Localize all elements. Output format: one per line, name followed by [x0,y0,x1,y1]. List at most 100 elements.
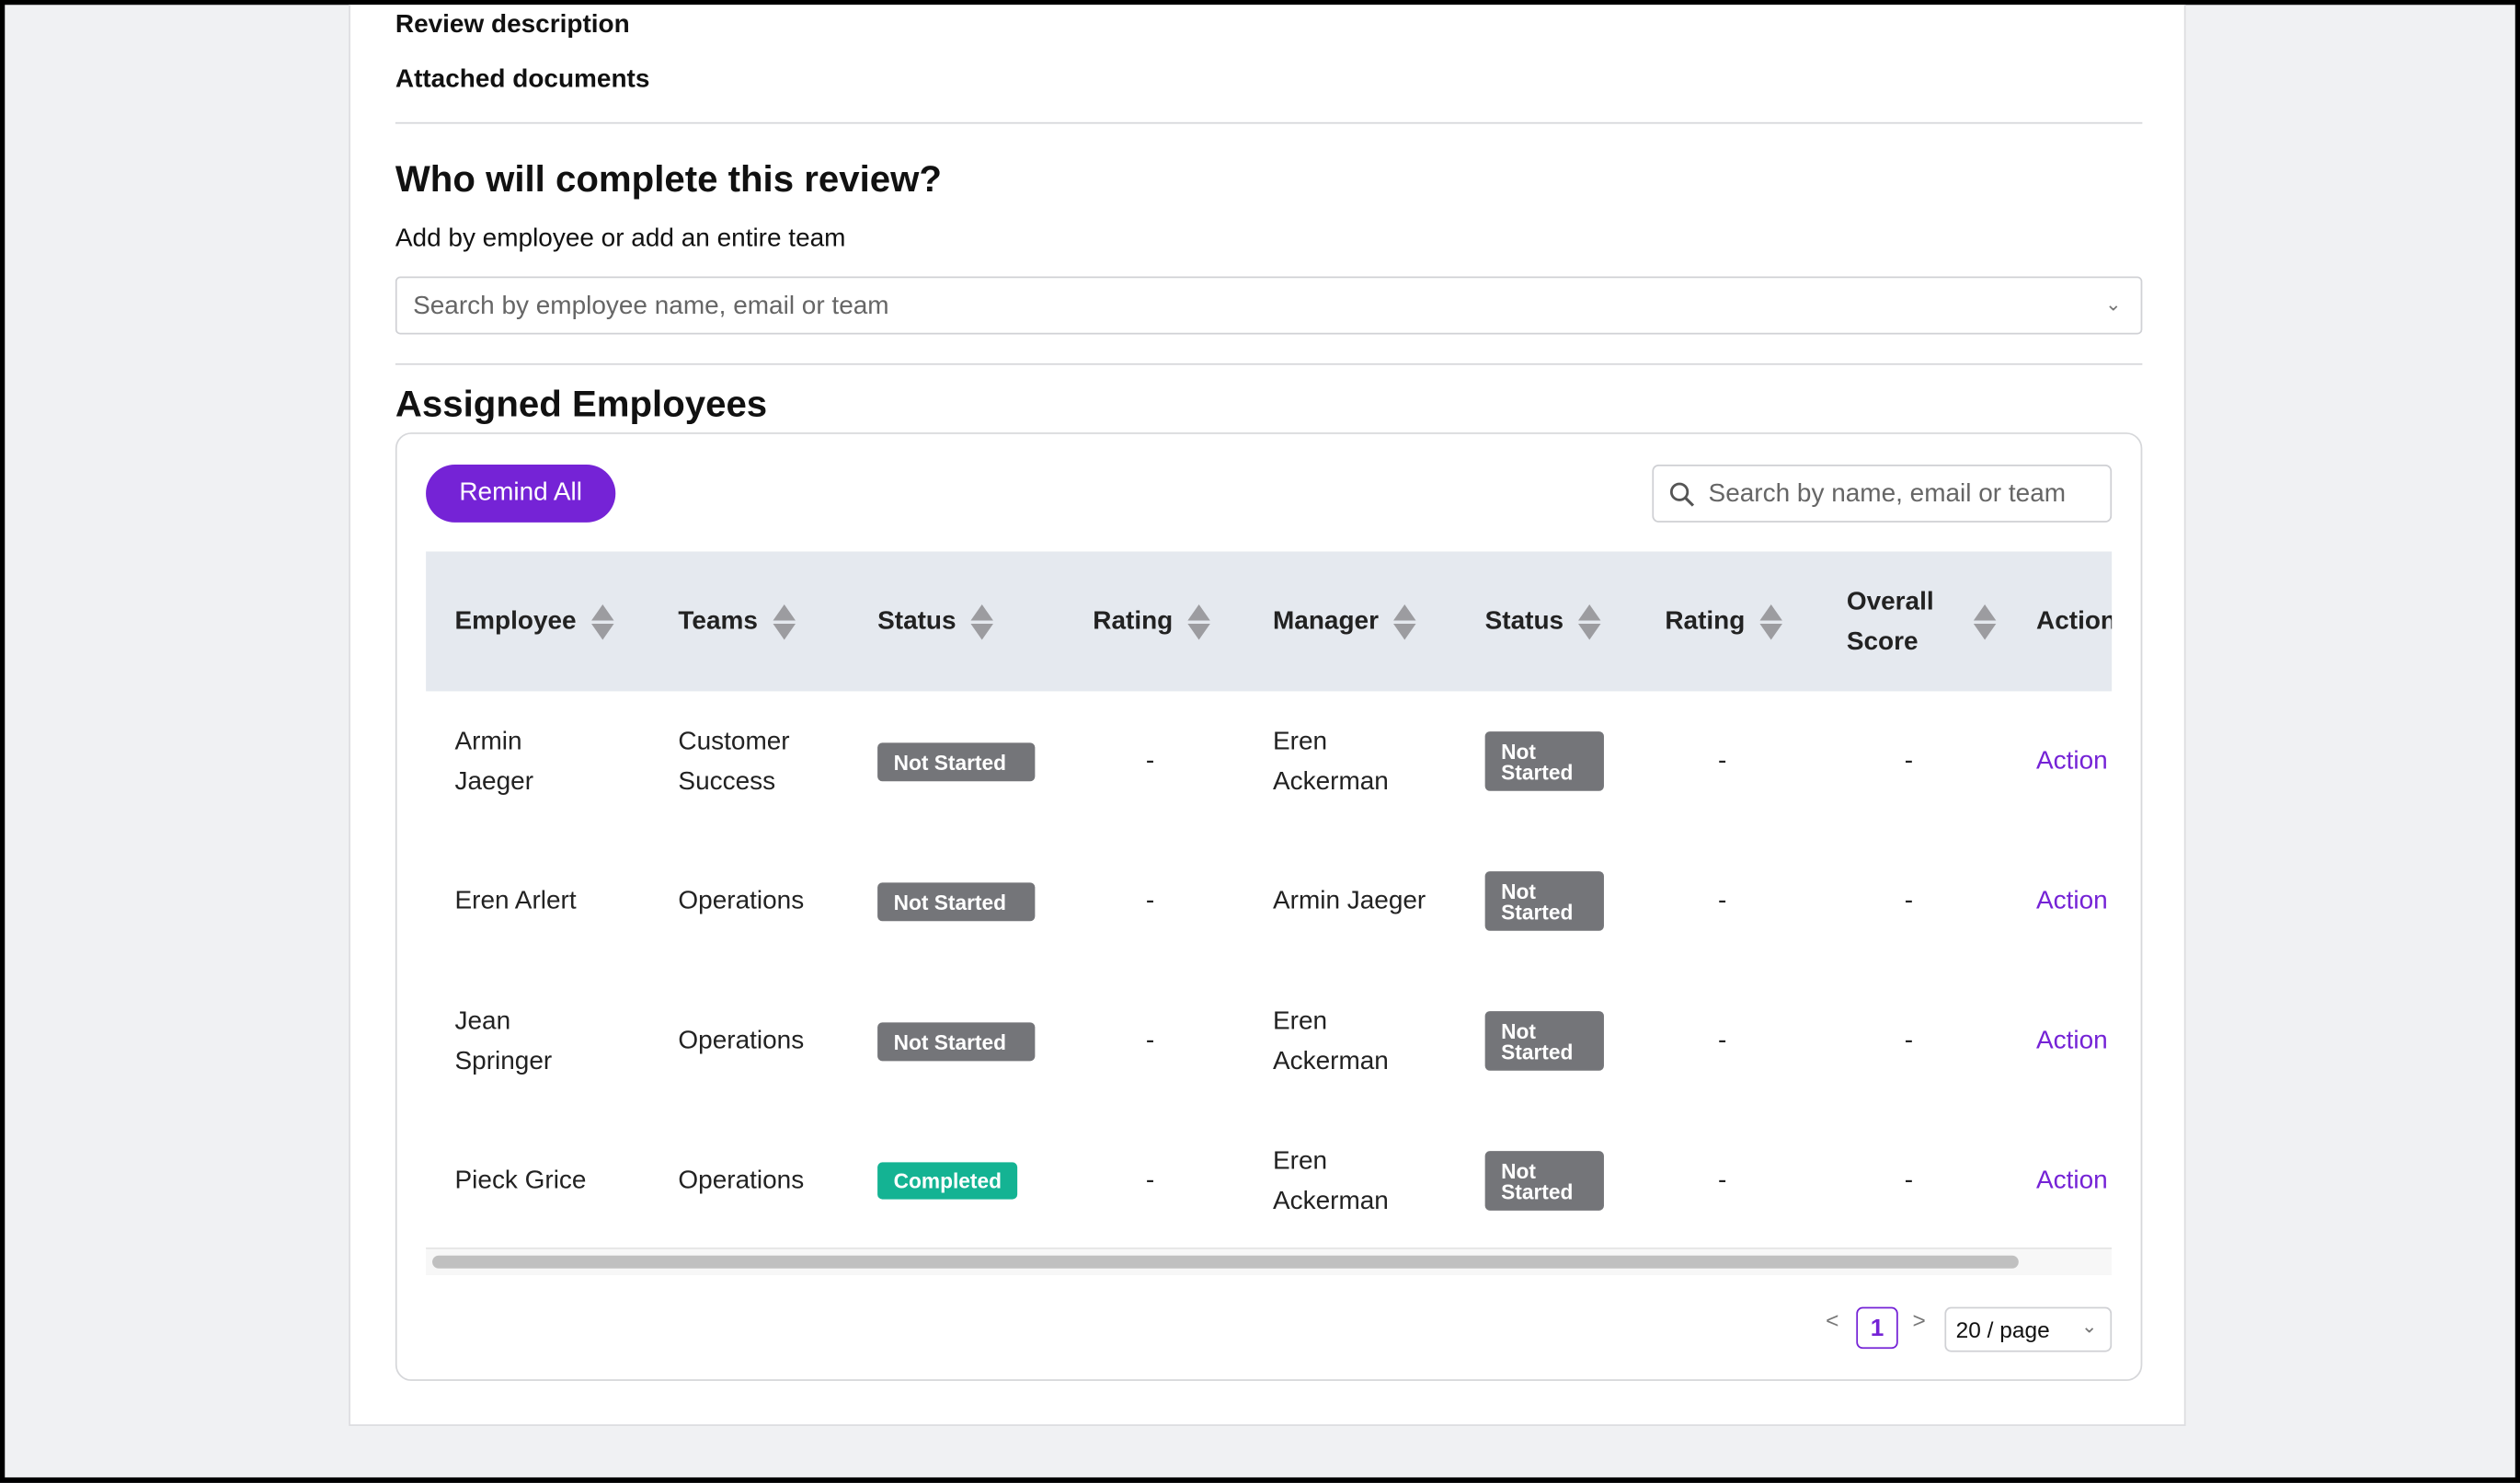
page-size-select[interactable]: 20 / page ⌄ [1944,1306,2113,1352]
cell-status: Not Started [877,691,1036,831]
sort-icon[interactable] [772,604,796,639]
cell-rating: - [1146,691,1154,831]
sort-icon[interactable] [1973,604,1997,639]
cell-rating: - [1146,971,1154,1110]
employee-text: Eren Arlert [454,887,577,915]
table-header: Employee Teams Status Rating Manager Status Ra… [426,551,2113,692]
column-header[interactable]: Rating [1093,551,1210,691]
column-header: Action [2036,551,2112,691]
column-header-label: Action [2036,607,2113,636]
chevron-down-icon: ⌄ [2105,293,2122,316]
scrollbar-thumb[interactable] [432,1255,2019,1269]
attached-documents-heading[interactable]: Attached documents [395,65,650,94]
overall-text: - [1904,1167,1914,1195]
cell-status: Not Started [877,971,1036,1110]
column-header[interactable]: Status [1485,551,1601,691]
cell-employee: Jean Springer [455,971,600,1110]
action-link[interactable]: Action [2036,1027,2108,1055]
team-text: Operations [678,1027,805,1055]
cell-manager: Armin Jaeger [1273,831,1434,971]
cell-manager-rating: - [1718,691,1726,831]
column-header[interactable]: Status [877,551,993,691]
cell-manager-rating: - [1718,831,1726,971]
horizontal-scrollbar[interactable] [426,1247,2113,1275]
status-badge: Not Started [877,742,1036,781]
divider [395,362,2143,365]
manager-text: Eren Ackerman [1272,1146,1389,1215]
cell-overall: - [1905,691,1913,831]
team-text: Customer Success [678,727,790,796]
cell-employee: Pieck Grice [455,1110,600,1250]
manager-rating-text: - [1718,1167,1727,1195]
manager-rating-text: - [1718,747,1727,776]
cell-manager-rating: - [1718,971,1726,1110]
sort-icon[interactable] [590,604,613,639]
status-badge: Not Started [1484,1151,1604,1211]
cell-employee: Armin Jaeger [455,691,600,831]
status-badge: Not Started [877,1021,1036,1061]
cell-team: Customer Success [678,691,839,831]
page-1-button[interactable]: 1 [1856,1306,1898,1350]
table-row: Armin Jaeger Customer Success Not Started -… [426,691,2112,831]
employee-text: Jean Springer [454,1006,553,1075]
cell-manager: Eren Ackerman [1273,691,1434,831]
search-placeholder: Search by name, email or team [1708,480,2067,509]
table-row: Pieck Grice Operations Completed - Eren Acke… [426,1110,2112,1250]
sort-icon[interactable] [970,604,993,639]
column-header-label: Rating [1665,607,1746,636]
column-header-label: Status [877,607,956,636]
remind-all-button[interactable]: Remind All [426,465,616,523]
employee-text: Pieck Grice [454,1167,587,1195]
status-badge: Not Started [1484,1011,1604,1071]
column-header[interactable]: Manager [1272,551,1416,691]
manager-rating-text: - [1718,1027,1727,1055]
next-page-button[interactable]: > [1912,1306,1926,1333]
cell-overall: - [1905,831,1913,971]
chevron-down-icon: ⌄ [2080,1315,2098,1338]
column-header-label: Manager [1272,607,1379,636]
overall-text: - [1904,1027,1914,1055]
cell-team: Operations [678,1110,839,1250]
cell-manager-status: Not Started [1484,691,1604,831]
rating-text: - [1145,1027,1155,1055]
cell-manager-status: Not Started [1484,1110,1604,1250]
manager-text: Armin Jaeger [1272,887,1426,915]
cell-team: Operations [678,831,839,971]
table-search-input[interactable]: Search by name, email or team [1652,465,2113,523]
sort-icon[interactable] [1392,604,1416,639]
column-header-label: Teams [678,607,758,636]
prev-page-button[interactable]: < [1826,1306,1839,1333]
manager-text: Eren Ackerman [1272,727,1389,796]
cell-overall: - [1905,1110,1913,1250]
status-badge: Not Started [1484,871,1604,931]
cell-manager-status: Not Started [1484,971,1604,1110]
column-header[interactable]: Rating [1665,551,1782,691]
column-header[interactable]: Employee [455,551,613,691]
column-header-label: Rating [1093,607,1174,636]
column-header[interactable]: Overall Score [1847,551,1997,691]
team-text: Operations [678,887,805,915]
action-link[interactable]: Action [2036,887,2108,915]
employee-team-select[interactable]: Search by employee name, email or team ⌄ [395,276,2143,335]
manager-rating-text: - [1718,887,1727,915]
cell-action: Action [2036,691,2108,831]
cell-action: Action [2036,1110,2108,1250]
overall-text: - [1904,747,1914,776]
rating-text: - [1145,887,1155,915]
sort-icon[interactable] [1759,604,1782,639]
cell-action: Action [2036,971,2108,1110]
cell-manager: Eren Ackerman [1273,971,1434,1110]
cell-rating: - [1146,1110,1154,1250]
divider [395,121,2143,124]
sort-icon[interactable] [1577,604,1601,639]
manager-text: Eren Ackerman [1272,1006,1389,1075]
column-header[interactable]: Teams [678,551,796,691]
assigned-employees-table: Employee Teams Status Rating Manager Status Ra… [426,551,2113,1275]
action-link[interactable]: Action [2036,1167,2108,1195]
review-description-heading[interactable]: Review description [395,11,630,39]
select-placeholder: Search by employee name, email or team [413,293,889,320]
table-row: Jean Springer Operations Not Started - Eren … [426,971,2112,1110]
action-link[interactable]: Action [2036,747,2108,776]
column-header-label: Status [1484,607,1564,636]
sort-icon[interactable] [1186,604,1210,639]
